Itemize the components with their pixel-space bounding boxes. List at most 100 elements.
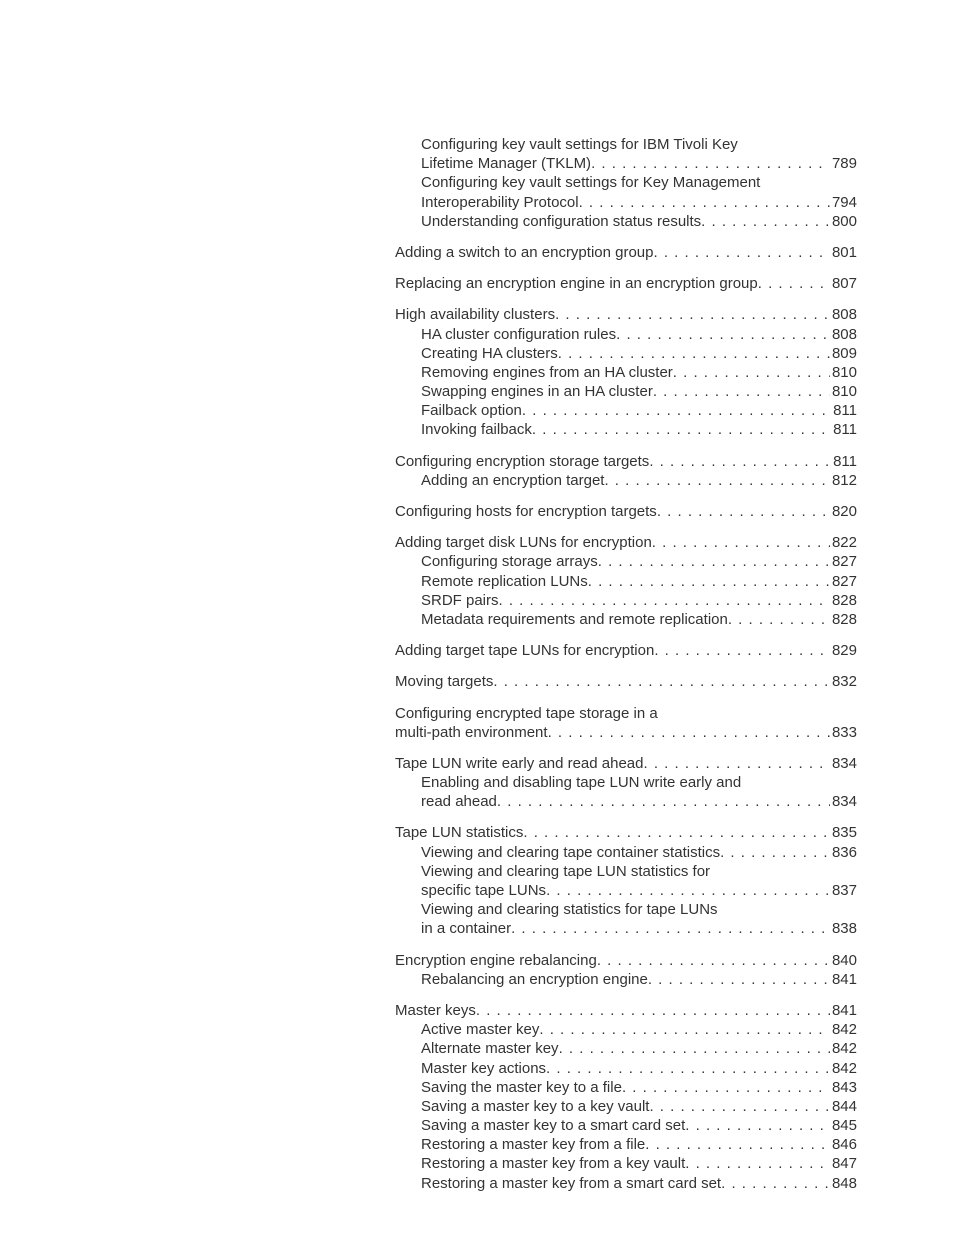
toc-entry-label: HA cluster configuration rules <box>421 325 616 344</box>
toc-entry: Adding target disk LUNs for encryption82… <box>395 533 857 552</box>
toc-entry-label: multi-path environment <box>395 723 548 742</box>
toc-leader <box>685 1154 830 1173</box>
toc-page-number: 820 <box>830 502 857 521</box>
toc-entry-continuation: Interoperability Protocol 794 <box>395 193 857 212</box>
toc-leader <box>616 325 830 344</box>
toc-block: Tape LUN statistics835Viewing and cleari… <box>395 823 857 938</box>
toc-entry: Replacing an encryption engine in an enc… <box>395 274 857 293</box>
toc-block: Configuring encrypted tape storage in am… <box>395 704 857 742</box>
toc-leader <box>649 1097 830 1116</box>
toc-entry: Removing engines from an HA cluster 810 <box>395 363 857 382</box>
toc-leader <box>499 591 830 610</box>
toc-entry-label: Restoring a master key from a smart card… <box>421 1174 721 1193</box>
toc-entry: SRDF pairs828 <box>395 591 857 610</box>
toc-entry-label: Interoperability Protocol <box>421 193 579 212</box>
toc-page-number: 811 <box>831 452 857 471</box>
toc-page-number: 842 <box>830 1059 857 1078</box>
toc-page-number: 842 <box>830 1039 857 1058</box>
toc-leader <box>657 502 830 521</box>
toc-entry-label: Adding target tape LUNs for encryption <box>395 641 654 660</box>
toc-block: Configuring encryption storage targets81… <box>395 452 857 490</box>
toc-entry: Viewing and clearing tape LUN statistics… <box>395 862 857 881</box>
toc-page-number: 841 <box>830 1001 857 1020</box>
toc-entry-label: Configuring hosts for encryption targets <box>395 502 657 521</box>
toc-entry-label: Restoring a master key from a key vault <box>421 1154 685 1173</box>
toc-leader <box>649 452 831 471</box>
toc-leader <box>622 1078 830 1097</box>
toc-entry: Restoring a master key from a file846 <box>395 1135 857 1154</box>
toc-entry-label: Configuring storage arrays <box>421 552 598 571</box>
toc-page-number: 794 <box>830 193 857 212</box>
toc-page-number: 800 <box>830 212 857 231</box>
toc-leader <box>721 1174 830 1193</box>
toc-entry: Invoking failback811 <box>395 420 857 439</box>
toc-entry: Active master key842 <box>395 1020 857 1039</box>
toc-entry-label: Viewing and clearing statistics for tape… <box>421 900 718 919</box>
toc-leader <box>604 471 830 490</box>
toc-leader <box>546 1059 830 1078</box>
toc-entry: Adding an encryption target812 <box>395 471 857 490</box>
toc-entry: Creating HA clusters809 <box>395 344 857 363</box>
toc-page-number: 843 <box>830 1078 857 1097</box>
toc-block: Adding a switch to an encryption group80… <box>395 243 857 262</box>
toc-block: Adding target tape LUNs for encryption82… <box>395 641 857 660</box>
toc-block: Adding target disk LUNs for encryption82… <box>395 533 857 629</box>
toc-entry-label: Moving targets <box>395 672 493 691</box>
toc-page-number: 832 <box>830 672 857 691</box>
toc-entry-label: Viewing and clearing tape LUN statistics… <box>421 862 710 881</box>
toc-page-number: 808 <box>830 305 857 324</box>
toc-entry-label: High availability clusters <box>395 305 555 324</box>
toc-block: Master keys 841Active master key842Altern… <box>395 1001 857 1193</box>
toc-entry: Enabling and disabling tape LUN write ea… <box>395 773 857 792</box>
toc-entry-label: Lifetime Manager (TKLM) <box>421 154 591 173</box>
toc-entry-continuation: multi-path environment 833 <box>395 723 857 742</box>
toc-page-number: 810 <box>830 363 857 382</box>
toc-entry: Configuring key vault settings for IBM T… <box>395 135 857 154</box>
toc-entry: Moving targets 832 <box>395 672 857 691</box>
toc-entry: Restoring a master key from a smart card… <box>395 1174 857 1193</box>
toc-entry: Saving a master key to a smart card set8… <box>395 1116 857 1135</box>
toc-entry: Configuring encrypted tape storage in a <box>395 704 857 723</box>
toc-leader <box>648 970 830 989</box>
toc-leader <box>598 552 830 571</box>
toc-entry: Swapping engines in an HA cluster810 <box>395 382 857 401</box>
toc-leader <box>654 243 830 262</box>
toc-leader <box>523 823 830 842</box>
toc-block: Tape LUN write early and read ahead 834En… <box>395 754 857 812</box>
toc-entry: Restoring a master key from a key vault8… <box>395 1154 857 1173</box>
toc-leader <box>493 672 830 691</box>
toc-entry-label: Tape LUN write early and read ahead <box>395 754 643 773</box>
toc-entry-label: Removing engines from an HA cluster <box>421 363 673 382</box>
toc-entry-label: Restoring a master key from a file <box>421 1135 645 1154</box>
toc-leader <box>597 951 830 970</box>
toc-page-number: 808 <box>830 325 857 344</box>
toc-entry-label: Tape LUN statistics <box>395 823 523 842</box>
toc-entry-label: SRDF pairs <box>421 591 499 610</box>
document-page: Configuring key vault settings for IBM T… <box>0 0 954 1235</box>
toc-leader <box>728 610 830 629</box>
toc-page-number: 848 <box>830 1174 857 1193</box>
toc-entry-label: Viewing and clearing tape container stat… <box>421 843 720 862</box>
toc-entry: Configuring key vault settings for Key M… <box>395 173 857 192</box>
toc-entry-label: Configuring encrypted tape storage in a <box>395 704 658 723</box>
toc-entry-label: Master keys <box>395 1001 476 1020</box>
toc-entry-label: Configuring key vault settings for IBM T… <box>421 135 738 154</box>
toc-entry: Configuring hosts for encryption targets… <box>395 502 857 521</box>
toc-leader <box>758 274 830 293</box>
toc-page-number: 834 <box>830 792 857 811</box>
toc-entry: Configuring storage arrays827 <box>395 552 857 571</box>
toc-entry: Configuring encryption storage targets81… <box>395 452 857 471</box>
toc-page-number: 833 <box>830 723 857 742</box>
toc-entry-label: in a container <box>421 919 511 938</box>
toc-entry: Tape LUN statistics835 <box>395 823 857 842</box>
toc-entry-label: Alternate master key <box>421 1039 559 1058</box>
toc-entry: Failback option811 <box>395 401 857 420</box>
toc-entry-label: Creating HA clusters <box>421 344 558 363</box>
toc-page-number: 807 <box>830 274 857 293</box>
toc-leader <box>579 193 830 212</box>
toc-leader <box>555 305 830 324</box>
toc-entry: Saving the master key to a file843 <box>395 1078 857 1097</box>
toc-block: Replacing an encryption engine in an enc… <box>395 274 857 293</box>
toc-leader <box>645 1135 830 1154</box>
toc-entry-label: read ahead <box>421 792 497 811</box>
